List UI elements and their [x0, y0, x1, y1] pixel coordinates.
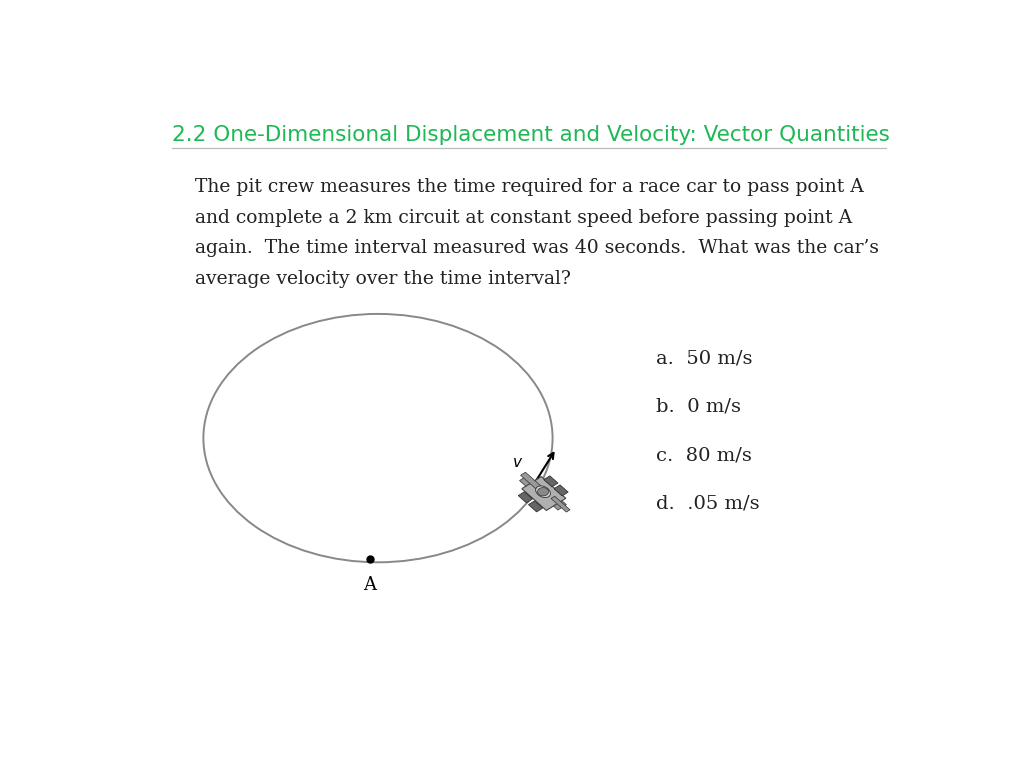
Bar [528, 501, 543, 512]
Text: average velocity over the time interval?: average velocity over the time interval? [196, 270, 571, 288]
Text: b.  0 m/s: b. 0 m/s [655, 398, 740, 416]
Text: A: A [364, 576, 377, 594]
Bar [519, 476, 541, 493]
Text: d.  .05 m/s: d. .05 m/s [655, 495, 760, 513]
Text: v: v [513, 455, 521, 470]
Bar [554, 485, 568, 496]
Bar [544, 476, 558, 487]
Bar [518, 492, 532, 503]
Text: 2.2 One-Dimensional Displacement and Velocity: Vector Quantities: 2.2 One-Dimensional Displacement and Vel… [172, 124, 890, 144]
Circle shape [538, 488, 549, 496]
Text: The pit crew measures the time required for a race car to pass point A: The pit crew measures the time required … [196, 178, 864, 196]
Text: a.  50 m/s: a. 50 m/s [655, 349, 753, 367]
Bar [520, 472, 544, 491]
Bar [522, 476, 566, 511]
Text: c.  80 m/s: c. 80 m/s [655, 446, 752, 465]
Ellipse shape [536, 486, 551, 498]
Text: again.  The time interval measured was 40 seconds.  What was the car’s: again. The time interval measured was 40… [196, 240, 880, 257]
Text: and complete a 2 km circuit at constant speed before passing point A: and complete a 2 km circuit at constant … [196, 209, 853, 227]
Bar [551, 496, 570, 512]
Bar [547, 495, 566, 510]
